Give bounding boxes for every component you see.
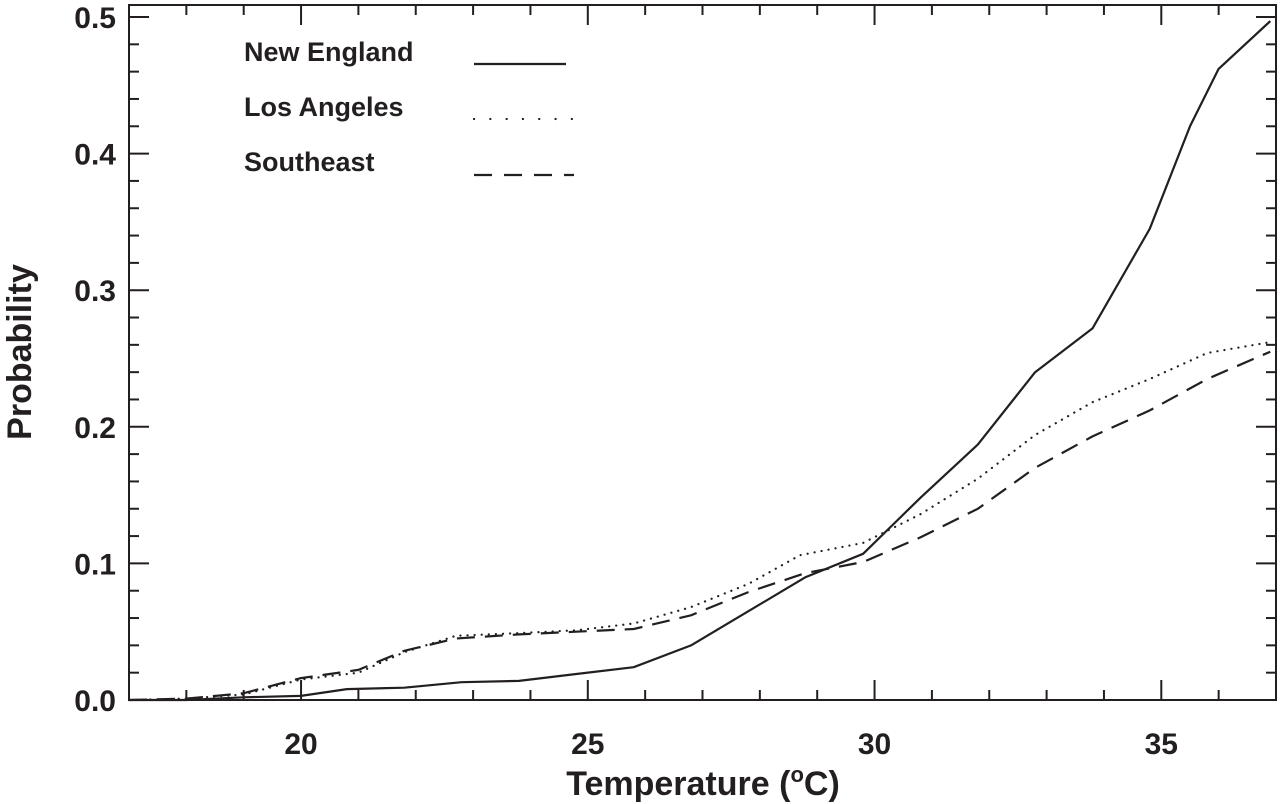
legend-label-new-england: New England xyxy=(244,37,414,67)
legend-label-southeast: Southeast xyxy=(244,147,375,177)
legend-label-los-angeles: Los Angeles xyxy=(244,92,404,122)
x-tick-label: 35 xyxy=(1145,728,1178,761)
y-tick-label: 0.2 xyxy=(74,412,116,445)
x-tick-label: 20 xyxy=(284,728,317,761)
series-line-southeast xyxy=(128,350,1271,702)
x-axis-label-superscript: o xyxy=(790,762,803,787)
series-line-new-england xyxy=(129,20,1272,702)
y-axis-label: Probability xyxy=(1,264,39,440)
y-tick-label: 0.0 xyxy=(74,685,116,718)
series-lines xyxy=(127,20,1272,702)
y-tick-label: 0.3 xyxy=(74,275,116,308)
plot-area: 20 25 30 35 0.0 0.1 0.2 0.3 0.4 0.5 xyxy=(74,2,1277,761)
x-axis-label-unit: C) xyxy=(804,765,840,803)
x-axis-ticks: 20 25 30 35 xyxy=(128,5,1277,761)
y-tick-label: 0.4 xyxy=(74,139,116,172)
x-axis-label: Temperature (oC) xyxy=(566,762,840,803)
y-axis-ticks: 0.0 0.1 0.2 0.3 0.4 0.5 xyxy=(74,2,1276,718)
x-axis-label-main: Temperature ( xyxy=(566,765,791,803)
y-tick-label: 0.5 xyxy=(74,2,116,35)
legend: New England Los Angeles Southeast xyxy=(244,37,574,177)
x-tick-label: 25 xyxy=(571,728,604,761)
y-tick-label: 0.1 xyxy=(74,548,116,581)
x-tick-label: 30 xyxy=(858,728,891,761)
series-line-los-angeles xyxy=(127,341,1272,702)
